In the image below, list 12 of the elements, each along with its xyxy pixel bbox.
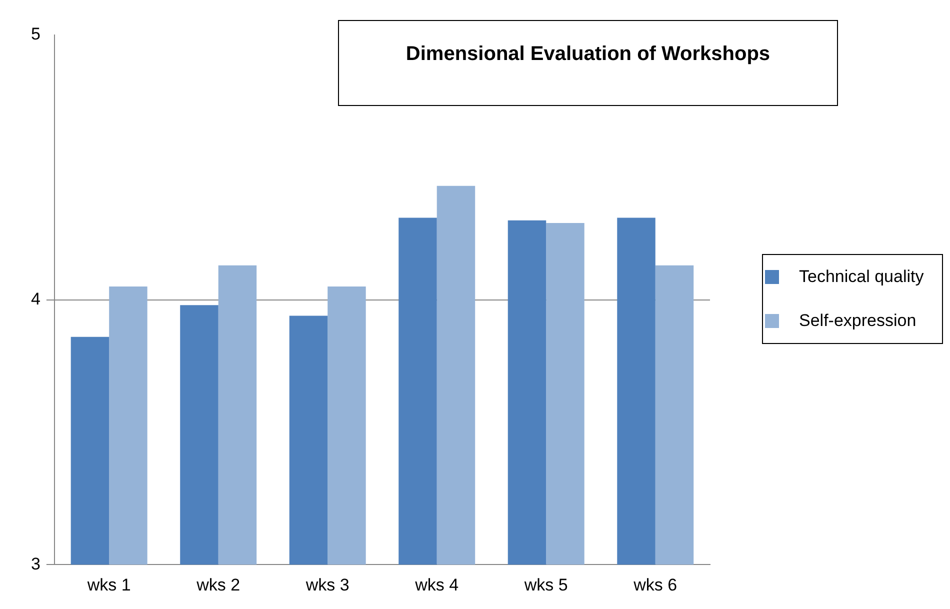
x-tick-label: wks 6 <box>632 575 678 594</box>
y-tick-label: 3 <box>30 554 40 574</box>
y-tick-label: 4 <box>30 289 40 308</box>
x-tick-label: wks 1 <box>86 575 131 594</box>
legend-label: Self-expression <box>799 310 916 331</box>
y-tick-label: 5 <box>30 24 40 44</box>
x-tick-label: wks 4 <box>414 575 459 594</box>
chart-title: Dimensional Evaluation of Workshops <box>338 20 838 106</box>
x-tick-label: wks 2 <box>196 575 240 594</box>
x-tick-label: wks 3 <box>304 575 350 594</box>
x-tick-label: wks 5 <box>523 575 568 594</box>
legend-label: Technical quality <box>799 266 924 287</box>
